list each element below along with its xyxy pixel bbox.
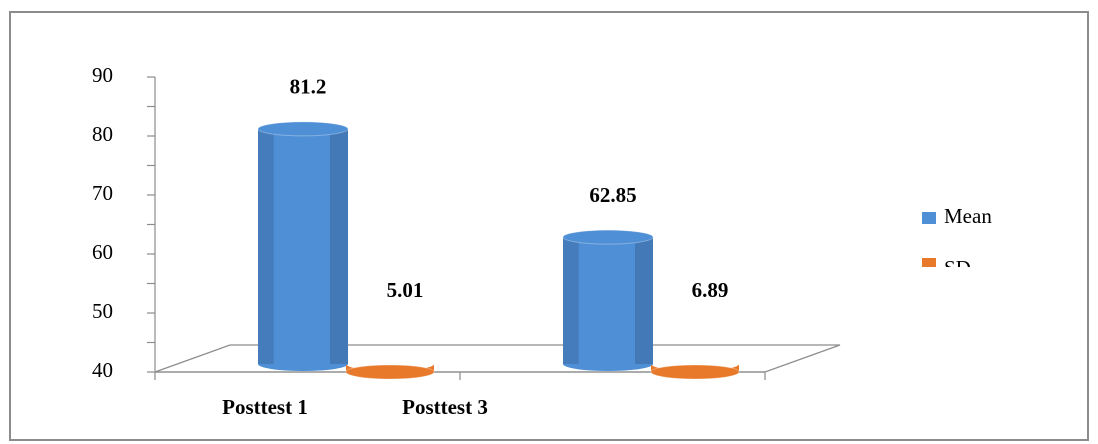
y-tick-label: 90 bbox=[92, 63, 113, 87]
bar-shade bbox=[563, 237, 579, 364]
data-label: 62.85 bbox=[589, 183, 636, 207]
x-tick-label: Posttest 3 bbox=[402, 395, 488, 419]
y-tick-label: 70 bbox=[92, 181, 113, 205]
legend-label: Mean bbox=[944, 204, 992, 228]
legend-swatch bbox=[922, 258, 936, 267]
legend-label: SD bbox=[944, 256, 971, 280]
data-label: 6.89 bbox=[692, 278, 729, 302]
y-tick-label: 80 bbox=[92, 122, 113, 146]
bar-cap bbox=[650, 364, 740, 380]
chart-frame bbox=[9, 11, 1089, 441]
bar-shade bbox=[635, 237, 653, 364]
bar-cap bbox=[345, 364, 435, 380]
bar-shade bbox=[330, 128, 348, 364]
bar bbox=[258, 128, 348, 371]
plot-area bbox=[257, 121, 740, 380]
y-tick-label: 60 bbox=[92, 240, 113, 264]
x-tick-label: Posttest 1 bbox=[222, 395, 308, 419]
bar-cap bbox=[257, 121, 349, 137]
data-label: 81.2 bbox=[290, 75, 327, 99]
bar-cap bbox=[562, 229, 654, 245]
bar-shade bbox=[258, 128, 274, 364]
legend-swatch bbox=[922, 212, 936, 224]
y-tick-label: 40 bbox=[92, 358, 113, 382]
data-label: 5.01 bbox=[387, 278, 424, 302]
bar bbox=[563, 237, 653, 371]
y-tick-label: 50 bbox=[92, 299, 113, 323]
legend: Mean SD bbox=[922, 204, 992, 280]
